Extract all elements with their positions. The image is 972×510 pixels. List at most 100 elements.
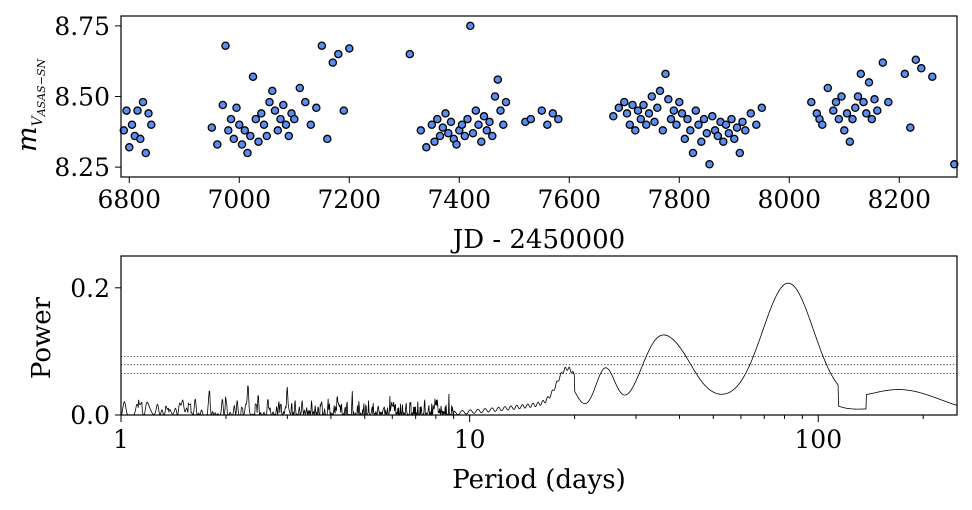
data-point (229, 134, 239, 144)
data-point (276, 114, 285, 124)
data-point (669, 106, 679, 115)
data-point (301, 97, 310, 107)
data-point (251, 114, 261, 124)
data-point (672, 120, 681, 129)
data-point (757, 103, 767, 113)
light-curve-y-axis-title: mVASAS−SN (12, 59, 48, 152)
periodogram-x-ticks: 1 10 100 (113, 415, 924, 454)
data-point (721, 120, 731, 129)
data-point (911, 55, 921, 65)
data-point (853, 92, 863, 101)
data-point (438, 123, 448, 132)
data-point (334, 49, 343, 59)
data-point (405, 49, 415, 59)
data-point (554, 114, 563, 124)
data-point (752, 120, 761, 129)
data-point (119, 126, 129, 135)
data-point (691, 106, 701, 115)
data-point (248, 72, 258, 81)
data-point (633, 106, 643, 115)
data-point (543, 120, 552, 129)
data-point (741, 126, 750, 135)
data-point (218, 100, 228, 110)
data-point (262, 131, 272, 141)
data-point (232, 103, 241, 113)
data-point (719, 137, 728, 146)
data-point (125, 143, 134, 152)
data-point (488, 131, 497, 141)
x-tick-label: 8200 (867, 185, 931, 214)
data-point (548, 109, 558, 118)
data-point (345, 44, 354, 53)
data-point (848, 114, 857, 124)
x-tick-label: 8000 (757, 185, 821, 214)
data-point (441, 109, 450, 118)
data-point (477, 137, 486, 146)
data-point (864, 78, 874, 87)
data-point (306, 120, 316, 129)
data-point (917, 64, 926, 73)
data-point (730, 134, 739, 144)
data-point (639, 100, 648, 110)
data-point (950, 160, 959, 169)
data-point (207, 123, 217, 132)
data-point (823, 83, 833, 93)
data-point (466, 21, 475, 31)
data-point (735, 148, 745, 158)
data-point (677, 109, 687, 118)
data-point (490, 92, 500, 101)
data-point (647, 92, 657, 101)
data-point (471, 106, 481, 115)
data-point (501, 97, 511, 107)
data-point (479, 112, 489, 121)
data-point (133, 106, 142, 115)
data-point (224, 126, 233, 135)
data-point (666, 114, 676, 124)
data-point (444, 128, 453, 138)
data-point (658, 126, 668, 135)
data-point (144, 109, 153, 118)
data-point (482, 126, 492, 135)
periodogram-y-axis-title: Power (27, 296, 57, 379)
x-tick-label: 7200 (317, 185, 381, 214)
light-curve-x-ticks: 6800 7000 7200 7400 7600 7800 8000 8200 (97, 177, 931, 214)
data-point (312, 103, 321, 113)
data-point (463, 114, 472, 124)
data-point (127, 120, 137, 129)
svg-text:mVASAS−SN: mVASAS−SN (12, 59, 48, 152)
data-point (856, 69, 866, 79)
data-point (697, 137, 706, 146)
data-point (537, 106, 547, 115)
data-point (878, 58, 888, 67)
data-point (273, 126, 283, 135)
periodogram-y-ticks: 0.0 0.2 (70, 274, 121, 430)
x-tick-label: 10 (454, 425, 486, 454)
data-point (427, 120, 437, 129)
data-point (884, 97, 893, 107)
data-point (270, 106, 280, 115)
data-point (851, 103, 860, 113)
data-point (622, 109, 632, 118)
data-point (493, 75, 503, 84)
data-point (900, 69, 910, 79)
x-tick-label: 7400 (427, 185, 491, 214)
light-curve-panel: 6800 7000 7200 7400 7600 7800 8000 8200 8.25 8.5… (12, 12, 959, 255)
data-point (614, 103, 624, 113)
data-point (213, 140, 222, 149)
data-point (265, 97, 274, 107)
data-point (246, 131, 255, 141)
light-curve-x-axis-title: JD - 2450000 (450, 225, 625, 255)
data-point (254, 137, 263, 146)
data-point (642, 120, 651, 129)
data-point (845, 137, 855, 146)
data-point (468, 128, 478, 138)
data-point (279, 100, 288, 110)
data-point (243, 148, 252, 158)
data-point (873, 106, 882, 115)
data-point (138, 97, 148, 107)
data-point (416, 126, 426, 135)
data-point (499, 120, 508, 129)
data-point (831, 97, 841, 107)
x-tick-label: 100 (794, 425, 842, 454)
x-tick-label: 7000 (207, 185, 271, 214)
